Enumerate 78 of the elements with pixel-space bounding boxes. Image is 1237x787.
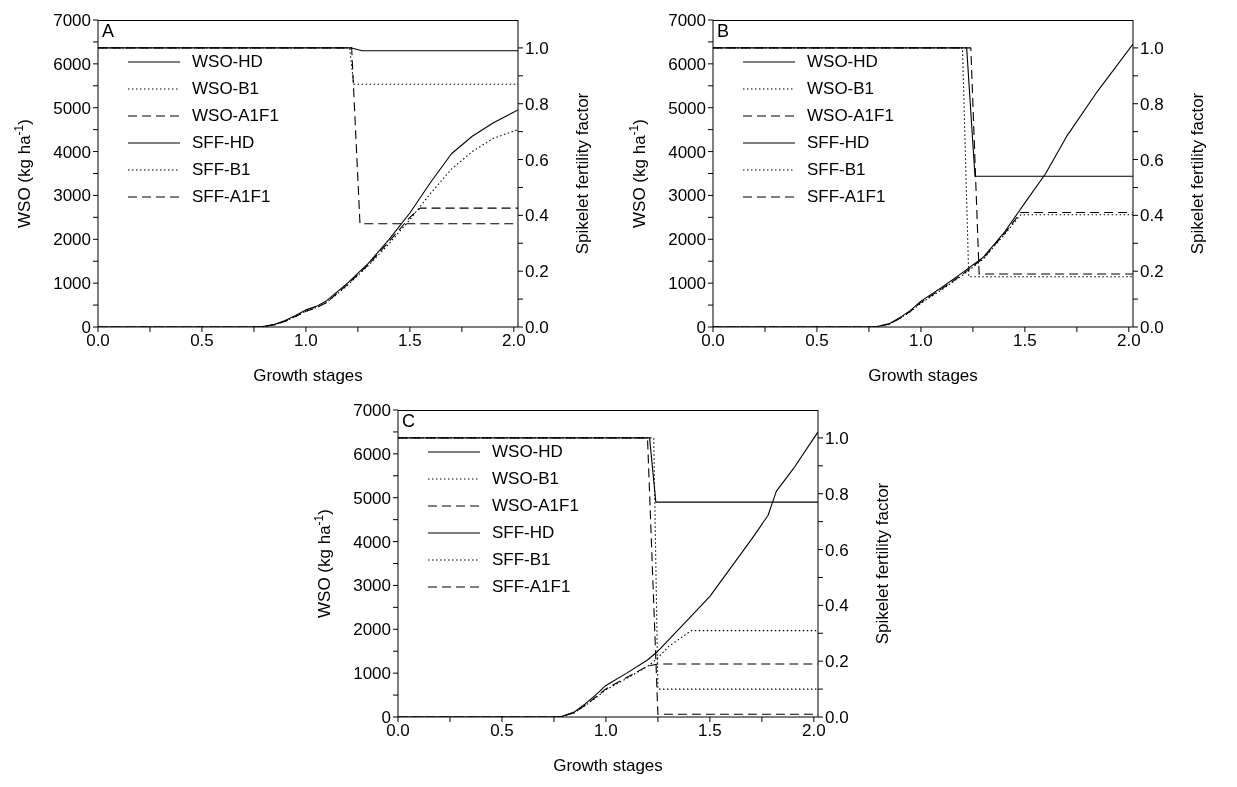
legend-label: WSO-B1 <box>192 78 260 99</box>
y-tick-label: 5000 <box>353 488 391 508</box>
y2-axis-title: Spikelet fertility factor <box>1188 92 1207 255</box>
y-tick-label: 2000 <box>353 620 391 640</box>
y2-tick-label: 0.8 <box>825 484 849 504</box>
y2-tick-label: 0.4 <box>1140 206 1164 226</box>
y-tick-label: 5000 <box>53 98 91 118</box>
x-tick-label: 0.5 <box>190 331 214 351</box>
y2-tick-label: 0.8 <box>1140 94 1164 114</box>
y2-tick-label: 0.2 <box>525 262 549 282</box>
y-tick-label: 4000 <box>668 142 706 162</box>
x-tick-label: 1.0 <box>294 331 318 351</box>
legend-label: WSO-B1 <box>492 468 560 489</box>
y-tick-label: 3000 <box>668 186 706 206</box>
x-tick-label: 0.5 <box>805 331 829 351</box>
chart-title: A <box>102 21 115 41</box>
y-tick-label: 4000 <box>353 532 391 552</box>
legend-label: SFF-A1F1 <box>807 186 886 207</box>
y-tick-label: 6000 <box>53 54 91 74</box>
legend-label: SFF-A1F1 <box>192 186 271 207</box>
y2-tick-label: 1.0 <box>525 38 549 58</box>
y2-tick-label: 0.4 <box>825 596 849 616</box>
legend-label: WSO-A1F1 <box>807 105 894 126</box>
y2-tick-label: 0.0 <box>825 708 849 728</box>
y-tick-label: 2000 <box>668 230 706 250</box>
x-axis-title: Growth stages <box>553 756 663 775</box>
y-tick-label: 4000 <box>53 142 91 162</box>
legend-label: WSO-A1F1 <box>192 105 279 126</box>
legend-label: SFF-HD <box>192 132 255 153</box>
x-tick-label: 2.0 <box>802 721 826 741</box>
y-tick-label: 5000 <box>668 98 706 118</box>
y2-tick-label: 0.6 <box>1140 150 1164 170</box>
y-tick-label: 7000 <box>53 11 91 31</box>
legend-label: WSO-B1 <box>807 78 875 99</box>
y-tick-label: 1000 <box>53 274 91 294</box>
y-tick-label: 3000 <box>353 576 391 596</box>
x-tick-label: 1.0 <box>594 721 618 741</box>
y2-tick-label: 1.0 <box>1140 38 1164 58</box>
x-tick-label: 1.5 <box>398 331 422 351</box>
x-tick-label: 1.5 <box>1013 331 1037 351</box>
x-axis-title: Growth stages <box>253 366 363 385</box>
legend-label: SFF-B1 <box>807 159 866 180</box>
legend-label: WSO-HD <box>807 51 878 72</box>
y-tick-label: 7000 <box>668 11 706 31</box>
y-tick-label: 7000 <box>353 401 391 421</box>
legend-label: SFF-B1 <box>192 159 251 180</box>
y2-tick-label: 0.8 <box>525 94 549 114</box>
y-tick-label: 3000 <box>53 186 91 206</box>
y2-tick-label: 0.6 <box>825 540 849 560</box>
legend-label: SFF-HD <box>492 522 555 543</box>
y-tick-label: 6000 <box>668 54 706 74</box>
y2-tick-label: 0.2 <box>1140 262 1164 282</box>
y2-tick-label: 0.4 <box>525 206 549 226</box>
y2-tick-label: 0.2 <box>825 652 849 672</box>
x-tick-label: 2.0 <box>1117 331 1141 351</box>
legend-label: WSO-HD <box>492 441 563 462</box>
legend-label: SFF-B1 <box>492 549 551 570</box>
y-tick-label: 1000 <box>668 274 706 294</box>
y2-tick-label: 0.6 <box>525 150 549 170</box>
legend-label: SFF-HD <box>807 132 870 153</box>
legend-label: WSO-A1F1 <box>492 495 579 516</box>
y2-axis-title: Spikelet fertility factor <box>573 92 592 255</box>
legend-label: SFF-A1F1 <box>492 576 571 597</box>
y2-tick-label: 1.0 <box>825 428 849 448</box>
y2-axis-title: Spikelet fertility factor <box>873 482 892 645</box>
legend-label: WSO-HD <box>192 51 263 72</box>
y-tick-label: 2000 <box>53 230 91 250</box>
y2-tick-label: 0.0 <box>1140 318 1164 338</box>
y2-tick-label: 0.0 <box>525 318 549 338</box>
chart-title: C <box>402 411 415 431</box>
x-tick-label: 1.5 <box>698 721 722 741</box>
x-tick-label: 0.5 <box>490 721 514 741</box>
y-tick-label: 6000 <box>353 444 391 464</box>
chart-title: B <box>717 21 730 41</box>
y-tick-label: 1000 <box>353 664 391 684</box>
x-axis-title: Growth stages <box>868 366 978 385</box>
x-tick-label: 2.0 <box>502 331 526 351</box>
x-tick-label: 1.0 <box>909 331 933 351</box>
